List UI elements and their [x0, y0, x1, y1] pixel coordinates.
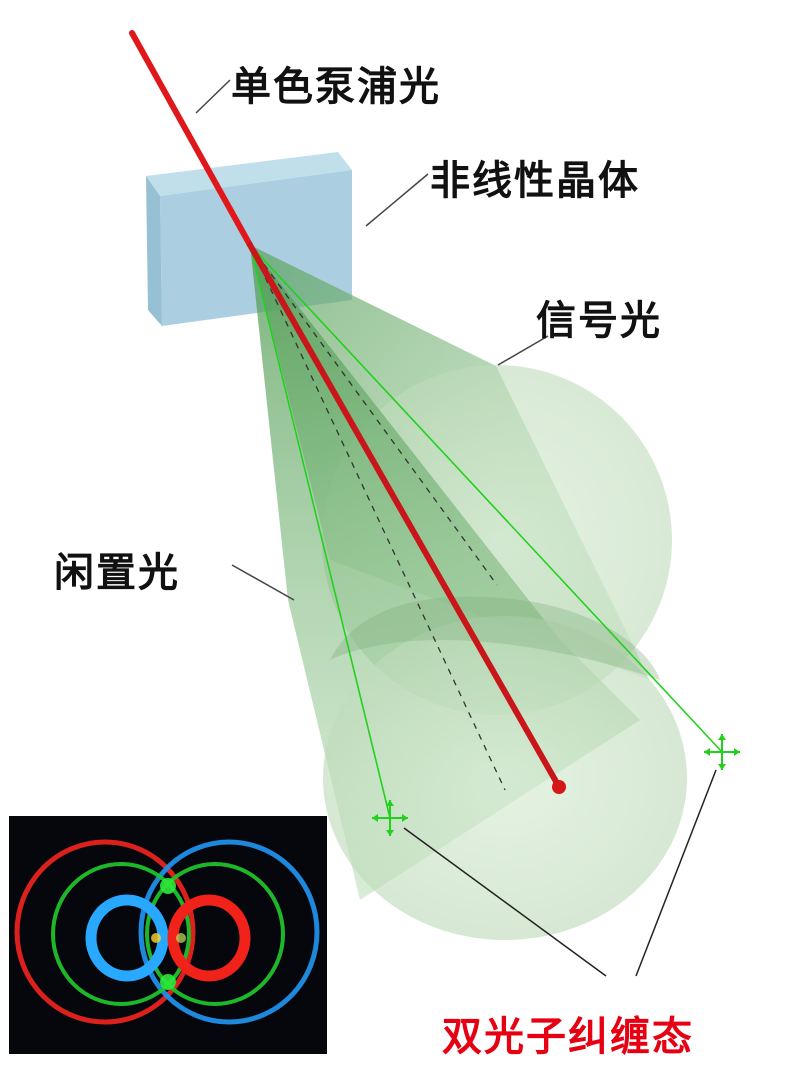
idler-cone [250, 245, 687, 940]
idler-leader [231, 564, 295, 601]
green-ring-left [51, 862, 191, 1006]
idler-axis-dashed [249, 244, 506, 791]
entangled-label: 双光子纠缠态 [442, 1014, 694, 1060]
cone-overlap [330, 596, 660, 680]
pump-beam-incoming [129, 30, 253, 248]
outer-blue-ring [138, 839, 320, 1025]
inner-blue-ring [85, 894, 169, 982]
signal-leader [497, 335, 549, 366]
entangled-leader-left [403, 827, 607, 977]
green-ring-right [145, 862, 285, 1006]
pump-beam-endpoint [552, 780, 566, 794]
signal-ray [249, 244, 723, 753]
crystal-leader [365, 173, 429, 227]
outer-red-ring [14, 839, 196, 1025]
inner-red-ring [167, 894, 251, 982]
crosshair-arrow-icon [704, 734, 740, 770]
ring-pattern-image [9, 816, 327, 1054]
pump-label: 单色泵浦光 [231, 64, 441, 110]
idler-ray [249, 244, 391, 819]
entangled-leader-right [635, 769, 717, 977]
signal-axis-dashed [249, 244, 498, 586]
crystal-label: 非线性晶体 [430, 158, 640, 204]
idler-label: 闲置光 [54, 550, 180, 596]
pump-beam [247, 242, 561, 788]
pump-leader [195, 79, 231, 114]
crosshair-arrow-icon [372, 800, 408, 836]
signal-label: 信号光 [536, 298, 662, 344]
